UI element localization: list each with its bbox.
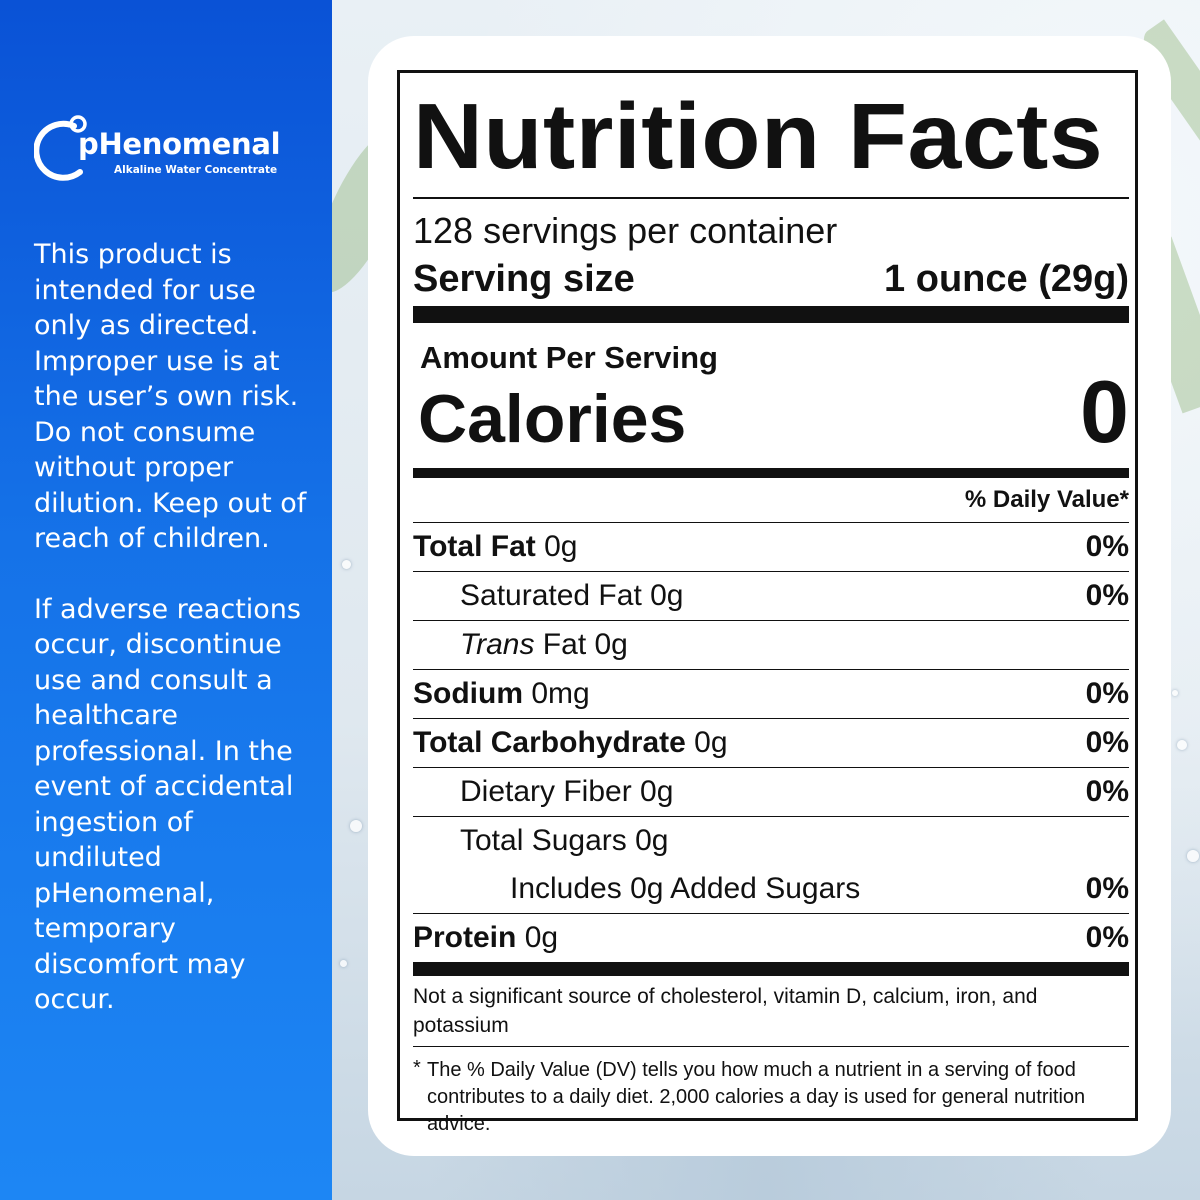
daily-value-footnote: * The % Daily Value (DV) tells you how m… bbox=[413, 1057, 1129, 1138]
calories-label: Calories bbox=[418, 380, 687, 457]
logo-ring-icon bbox=[34, 115, 87, 181]
nutrient-row-saturated-fat: Saturated Fat 0g 0% bbox=[413, 570, 1129, 620]
nutrient-row-added-sugars: Includes 0g Added Sugars 0% bbox=[413, 865, 1129, 913]
amount-per-serving: Amount Per Serving bbox=[420, 339, 718, 375]
nutrient-amount: Saturated Fat 0g bbox=[460, 578, 684, 612]
nutrient-percent: 0% bbox=[1085, 725, 1129, 759]
nutrient-percent: 0% bbox=[1085, 871, 1129, 905]
brand-tagline: Alkaline Water Concentrate bbox=[114, 164, 278, 176]
nutrient-name: Total Carbohydrate bbox=[413, 725, 686, 759]
nutrient-row-total-carbohydrate: Total Carbohydrate 0g 0% bbox=[413, 717, 1129, 767]
nutrient-row-total-sugars: Total Sugars 0g bbox=[413, 815, 1129, 865]
water-drop bbox=[1172, 690, 1178, 696]
nutrient-amount: 0g bbox=[516, 920, 559, 954]
divider bbox=[413, 1045, 1129, 1047]
not-significant-note: Not a significant source of cholesterol,… bbox=[413, 984, 1038, 1037]
nutrient-italic-name: Trans bbox=[460, 627, 535, 661]
thick-divider bbox=[413, 305, 1129, 323]
nutrient-amount: Includes 0g Added Sugars bbox=[510, 871, 861, 905]
nutrient-amount: Dietary Fiber 0g bbox=[460, 774, 674, 808]
serving-size-value: 1 ounce (29g) bbox=[884, 257, 1129, 300]
water-drop bbox=[340, 960, 347, 967]
thick-divider bbox=[413, 961, 1129, 976]
label-title: Nutrition Facts bbox=[413, 84, 1104, 188]
calories-row: Calories 0 bbox=[413, 361, 1129, 461]
nutrient-name: Protein bbox=[413, 920, 517, 954]
disclaimer: This product is intended for use only as… bbox=[34, 237, 319, 1053]
medium-divider bbox=[413, 467, 1129, 478]
water-drop bbox=[1177, 740, 1187, 750]
nutrient-percent: 0% bbox=[1085, 920, 1129, 954]
nutrient-percent: 0% bbox=[1085, 774, 1129, 808]
water-drop bbox=[350, 820, 362, 832]
nutrient-amount: 0g bbox=[685, 725, 728, 759]
disclaimer-paragraph-1: This product is intended for use only as… bbox=[34, 239, 307, 554]
daily-value-header: % Daily Value* bbox=[964, 485, 1129, 513]
nutrient-row-dietary-fiber: Dietary Fiber 0g 0% bbox=[413, 766, 1129, 816]
footnote-text: The % Daily Value (DV) tells you how muc… bbox=[427, 1059, 1086, 1135]
nutrient-row-protein: Protein 0g 0% bbox=[413, 912, 1129, 962]
disclaimer-paragraph-2: If adverse reactions occur, discontinue … bbox=[34, 593, 301, 1016]
serving-size-label: Serving size bbox=[413, 257, 635, 300]
servings-per-container: 128 servings per container bbox=[413, 209, 838, 251]
nutrition-facts-label: Nutrition Facts 128 servings per contain… bbox=[397, 70, 1138, 1135]
nutrient-percent: 0% bbox=[1085, 676, 1129, 710]
nutrient-percent: 0% bbox=[1085, 578, 1129, 612]
nutrient-amount: Fat 0g bbox=[534, 627, 628, 661]
nutrient-name: Total Fat bbox=[413, 529, 536, 563]
nutrient-amount: 0g bbox=[535, 529, 578, 563]
brand-logo: pHenomenal Alkaline Water Concentrate bbox=[34, 108, 294, 188]
footnote-asterisk: * bbox=[413, 1057, 421, 1079]
nutrient-name: Sodium bbox=[413, 676, 523, 710]
water-drop bbox=[1187, 850, 1199, 862]
nutrient-percent: 0% bbox=[1085, 529, 1129, 563]
info-panel: pHenomenal Alkaline Water Concentrate Th… bbox=[0, 0, 332, 1200]
nutrient-row-total-fat: Total Fat 0g 0% bbox=[413, 521, 1129, 571]
nutrient-amount: Total Sugars 0g bbox=[460, 823, 669, 857]
nutrient-row-trans-fat: Trans Fat 0g bbox=[413, 619, 1129, 669]
serving-size-row: Serving size 1 ounce (29g) bbox=[413, 257, 1129, 301]
water-drop bbox=[342, 560, 351, 569]
nutrient-amount: 0mg bbox=[523, 676, 590, 710]
calories-value: 0 bbox=[1080, 361, 1129, 461]
nutrient-row-sodium: Sodium 0mg 0% bbox=[413, 668, 1129, 718]
brand-name: pHenomenal bbox=[78, 127, 281, 161]
divider bbox=[413, 197, 1129, 199]
